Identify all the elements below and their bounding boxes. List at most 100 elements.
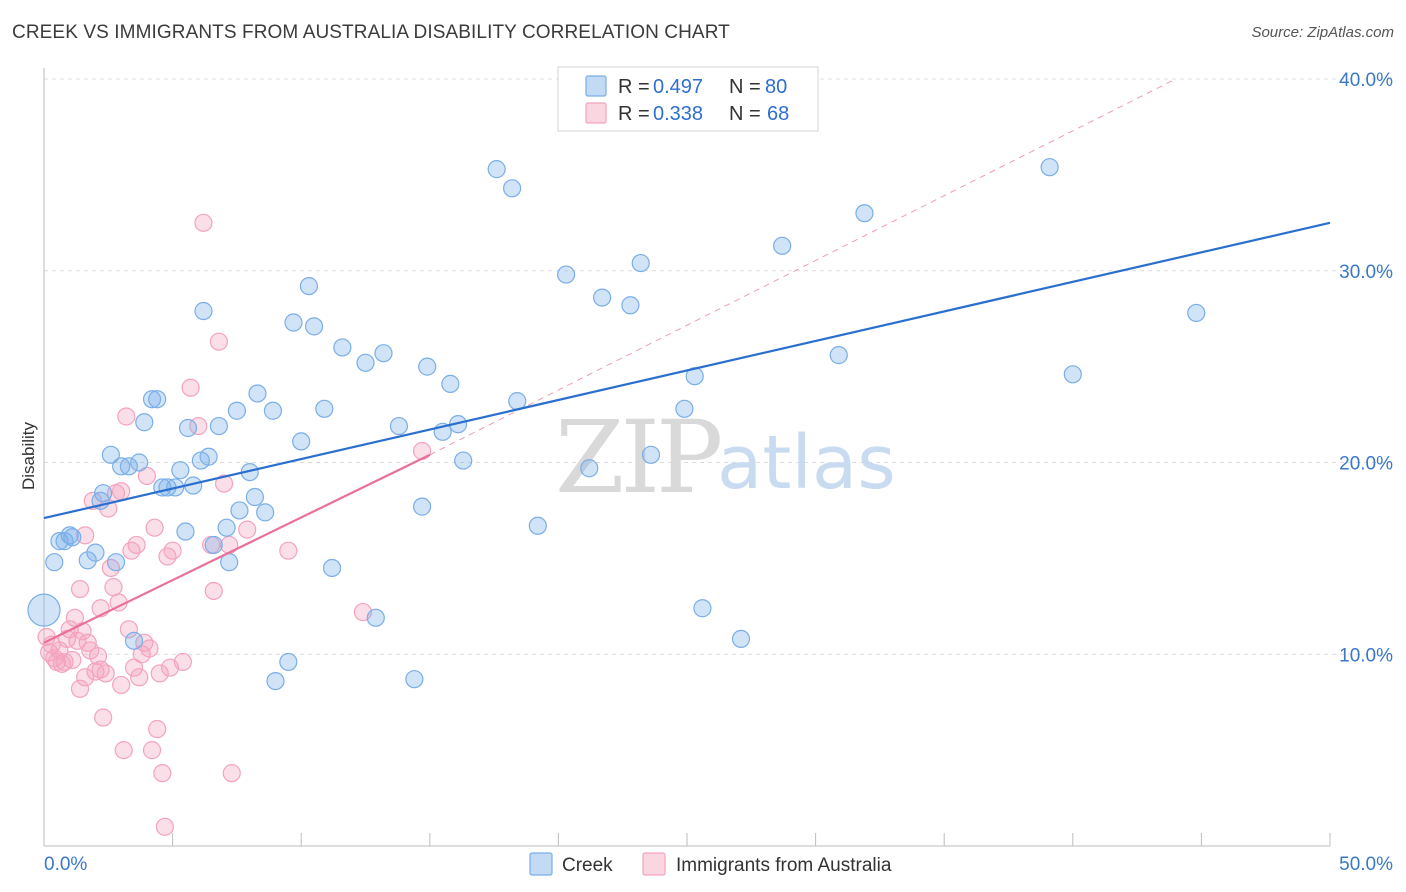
point-creek bbox=[217, 518, 236, 537]
point-creek bbox=[503, 179, 522, 198]
point-creek bbox=[60, 526, 79, 545]
point-creek bbox=[256, 503, 275, 522]
x-tick-label-max: 50.0% bbox=[1339, 854, 1393, 875]
point-creek bbox=[63, 528, 82, 547]
point-creek bbox=[178, 418, 198, 438]
point-creek bbox=[135, 413, 154, 432]
point-creek bbox=[1040, 158, 1059, 177]
point-creek bbox=[315, 399, 334, 418]
point-creek bbox=[855, 204, 874, 223]
point-australia bbox=[63, 650, 82, 670]
point-australia bbox=[148, 719, 167, 739]
point-creek bbox=[366, 608, 385, 627]
point-australia bbox=[137, 466, 156, 486]
axes bbox=[43, 68, 1331, 847]
point-creek bbox=[101, 445, 120, 464]
point-creek bbox=[418, 357, 437, 376]
point-creek bbox=[245, 487, 265, 507]
legend-n-label-creek: N = bbox=[729, 76, 761, 98]
point-creek bbox=[621, 296, 640, 315]
point-creek bbox=[405, 670, 424, 689]
point-creek bbox=[45, 553, 64, 572]
point-australia bbox=[214, 474, 234, 493]
point-australia bbox=[65, 608, 84, 627]
y-axis-label: Disability bbox=[19, 421, 38, 490]
point-creek bbox=[248, 384, 267, 403]
trend-lines bbox=[43, 78, 1331, 644]
point-creek bbox=[1187, 303, 1206, 323]
point-creek bbox=[580, 459, 599, 478]
point-australia bbox=[52, 654, 72, 673]
point-australia bbox=[58, 629, 77, 649]
trend-line-creek bbox=[43, 221, 1331, 520]
y-tick-label: 20.0% bbox=[1339, 454, 1393, 475]
point-australia bbox=[412, 441, 432, 461]
source-label: Source: ZipAtlas.com bbox=[1251, 24, 1394, 41]
point-australia bbox=[194, 213, 213, 232]
point-australia bbox=[209, 332, 228, 351]
point-creek bbox=[1063, 365, 1082, 384]
point-australia bbox=[155, 817, 174, 836]
legend-r-label-creek: R = bbox=[618, 76, 650, 98]
point-creek bbox=[773, 236, 792, 255]
point-creek bbox=[322, 558, 342, 578]
point-australia bbox=[142, 741, 162, 760]
point-creek bbox=[112, 457, 131, 476]
point-australia bbox=[122, 541, 141, 560]
point-creek bbox=[356, 353, 375, 372]
y-tick-label: 40.0% bbox=[1339, 70, 1393, 91]
bottom-legend-swatch-australia bbox=[642, 852, 666, 876]
watermark-zip: ZIP bbox=[555, 399, 720, 516]
point-creek bbox=[441, 374, 460, 393]
point-australia bbox=[238, 520, 257, 539]
legend-r-value-creek: 0.497 bbox=[653, 76, 703, 98]
point-australia bbox=[181, 378, 200, 397]
point-australia bbox=[124, 658, 144, 677]
point-creek bbox=[176, 522, 195, 541]
point-australia bbox=[119, 620, 138, 639]
point-creek bbox=[389, 416, 409, 436]
point-australia bbox=[173, 652, 192, 672]
y-tick-label: 10.0% bbox=[1339, 645, 1393, 666]
point-creek bbox=[374, 344, 393, 363]
point-australia bbox=[91, 660, 110, 679]
bottom-legend-creek: Creek bbox=[562, 855, 613, 876]
point-creek bbox=[130, 453, 149, 472]
legend-n-value-creek: 80 bbox=[765, 76, 787, 98]
point-australia bbox=[114, 741, 133, 760]
point-creek bbox=[641, 445, 661, 464]
point-creek bbox=[454, 451, 473, 470]
point-creek bbox=[693, 599, 712, 618]
point-australia bbox=[88, 647, 108, 666]
point-creek bbox=[27, 593, 61, 627]
point-creek bbox=[284, 313, 303, 332]
point-creek bbox=[142, 390, 162, 409]
point-australia bbox=[117, 407, 136, 426]
point-creek bbox=[279, 652, 298, 672]
point-australia bbox=[130, 668, 149, 687]
legend-r-value-australia: 0.338 bbox=[653, 103, 703, 125]
point-creek bbox=[487, 160, 506, 179]
watermark-atlas: atlas bbox=[717, 420, 896, 506]
legend-swatch-creek bbox=[585, 75, 607, 97]
point-creek bbox=[292, 432, 311, 451]
point-australia bbox=[158, 547, 177, 566]
point-creek bbox=[304, 317, 324, 336]
point-australia bbox=[101, 558, 120, 578]
point-australia bbox=[112, 675, 131, 695]
bottom-legend-australia: Immigrants from Australia bbox=[676, 855, 892, 876]
point-creek bbox=[204, 535, 223, 555]
point-australia bbox=[204, 581, 223, 601]
grid-lines bbox=[44, 78, 1392, 655]
legend-n-value-australia: 68 bbox=[767, 103, 789, 125]
point-creek bbox=[631, 253, 650, 273]
point-australia bbox=[104, 578, 123, 597]
point-creek bbox=[266, 671, 285, 691]
point-australia bbox=[94, 708, 113, 727]
point-creek bbox=[333, 338, 352, 357]
point-australia bbox=[112, 482, 131, 501]
point-creek bbox=[94, 484, 113, 503]
y-tick-label: 30.0% bbox=[1339, 262, 1393, 283]
point-australia bbox=[70, 579, 90, 599]
